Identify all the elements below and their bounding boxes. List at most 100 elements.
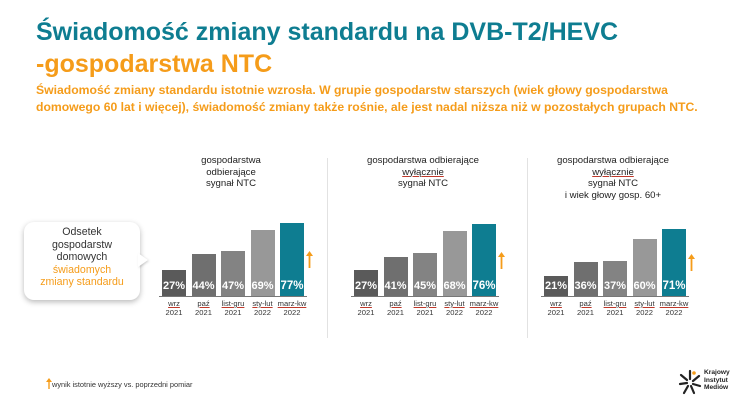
chart-title: gospodarstwa odbierające wyłącznie sygnał … xyxy=(533,155,693,201)
bar-value-label: 47% xyxy=(221,279,245,292)
bar-value-label: 37% xyxy=(603,279,627,292)
x-tick-year: 2022 xyxy=(254,308,271,317)
x-tick-period: paź xyxy=(389,299,402,308)
x-tick-period: list-gru xyxy=(413,299,437,308)
x-tick-label: sty-lut 2022 xyxy=(241,299,285,317)
chart-title-text: gospodarstwa odbierające xyxy=(366,155,479,166)
chart-baseline xyxy=(351,296,499,297)
bar: 68% xyxy=(442,231,467,296)
up-arrow-icon xyxy=(688,254,695,272)
logo-text: Krajowy Instytut Mediów xyxy=(704,369,730,392)
chart-title: gospodarstwa odbierające wyłącznie sygnał … xyxy=(343,155,503,190)
bar: 69% xyxy=(250,230,275,296)
bar-current: 71% xyxy=(662,228,686,296)
x-tick-period: wrz xyxy=(360,299,372,308)
x-tick-label: wrz 2021 xyxy=(344,299,388,317)
chart-title-line: odbierające xyxy=(151,167,311,179)
chart-title-text: sygnał NTC xyxy=(205,178,257,189)
bar-value-label: 76% xyxy=(472,279,496,292)
x-tick-year: 2021 xyxy=(165,308,183,317)
bar: 36% xyxy=(573,261,598,296)
up-arrow-icon xyxy=(498,251,505,269)
x-tick-year: 2021 xyxy=(195,308,212,317)
callout-line-highlight: zmiany standardu xyxy=(40,276,124,289)
chart-title-line: i wiek głowy gosp. 60+ xyxy=(533,190,693,202)
logo-text-line: Krajowy xyxy=(704,369,730,376)
callout-box: Odsetek gospodarstw domowych świadomych … xyxy=(24,222,140,300)
bar-value-label: 68% xyxy=(443,279,466,292)
x-tick-year: 2021 xyxy=(357,308,375,317)
bar: 37% xyxy=(603,260,627,296)
x-tick-label: marz-kw 2022 xyxy=(270,299,314,317)
bar: 41% xyxy=(383,257,408,296)
logo-text-line: Instytut xyxy=(704,376,728,384)
panel-divider xyxy=(527,158,528,338)
chart-title-text: gospodarstwa odbierające xyxy=(556,155,669,166)
x-tick-year: 2021 xyxy=(387,308,404,317)
bar-value-label: 71% xyxy=(662,279,686,292)
x-tick-period: marz-kw xyxy=(659,299,689,308)
chart-title-line: wyłącznie xyxy=(343,167,503,179)
bar-value-label: 41% xyxy=(384,279,407,292)
x-tick-period: marz-kw xyxy=(469,299,499,308)
bar: 45% xyxy=(413,253,437,296)
callout-line-highlight: świadomych xyxy=(52,263,112,276)
x-tick-year: 2022 xyxy=(446,308,463,317)
bar-value-label: 27% xyxy=(354,279,378,292)
x-tick-label: list-gru 2021 xyxy=(593,299,637,317)
chart-baseline xyxy=(541,296,689,297)
x-tick-period: list-gru xyxy=(603,299,627,308)
bar-value-label: 60% xyxy=(633,280,656,292)
logo-text-line: Mediów xyxy=(704,384,729,392)
page-title: Świadomość zmiany standardu na DVB-T2/HE… xyxy=(36,18,619,46)
callout-line: Odsetek xyxy=(62,226,102,238)
x-tick-year: 2022 xyxy=(283,308,301,317)
bar: 27% xyxy=(162,270,186,296)
bar-current: 77% xyxy=(280,222,304,296)
x-tick-period: wrz xyxy=(550,299,562,308)
x-tick-label: paź 2021 xyxy=(182,299,226,317)
chart-title-line: sygnał NTC xyxy=(533,178,693,190)
bar-value-label: 36% xyxy=(574,279,597,292)
x-tick-year: 2021 xyxy=(606,308,624,317)
x-tick-label: list-gru 2021 xyxy=(403,299,447,317)
chart-title-text: wyłącznie xyxy=(402,166,444,178)
chart-title-line: gospodarstwa odbierające xyxy=(343,155,503,167)
bar-value-label: 45% xyxy=(413,280,437,292)
chart-title-text: wyłącznie xyxy=(592,166,634,178)
x-tick-label: list-gru 2021 xyxy=(211,299,255,317)
panel-divider xyxy=(327,158,328,338)
x-tick-period: sty-lut xyxy=(252,299,273,308)
bar-value-label: 69% xyxy=(251,279,274,292)
up-arrow-icon xyxy=(306,251,313,269)
bar-value-label: 21% xyxy=(544,279,568,292)
bar: 47% xyxy=(221,251,245,296)
bar-value-label: 27% xyxy=(162,279,186,292)
bar: 21% xyxy=(544,276,568,296)
chart-title: gospodarstwa odbierające sygnał NTC xyxy=(151,155,311,190)
x-tick-period: paź xyxy=(197,299,210,308)
page-title-secondary: -gospodarstwa NTC xyxy=(36,50,273,78)
x-tick-year: 2022 xyxy=(665,308,683,317)
chart-baseline xyxy=(159,296,307,297)
x-tick-period: sty-lut xyxy=(444,299,465,308)
x-tick-label: sty-lut 2022 xyxy=(623,299,667,317)
legend-text: wynik istotnie wyższy vs. poprzedni pomi… xyxy=(52,380,193,389)
chart-title-line: gospodarstwa xyxy=(151,155,311,167)
x-tick-period: marz-kw xyxy=(277,299,307,308)
x-tick-year: 2021 xyxy=(547,308,565,317)
x-tick-year: 2021 xyxy=(224,308,242,317)
up-arrow-icon xyxy=(46,378,52,389)
chart-title-line: wyłącznie xyxy=(533,167,693,179)
callout-line: domowych xyxy=(56,251,108,264)
bar: 60% xyxy=(632,239,657,296)
x-tick-year: 2021 xyxy=(577,308,594,317)
chart-title-text: odbierające xyxy=(206,166,256,178)
x-tick-period: list-gru xyxy=(221,299,245,308)
chart-title-text: sygnał NTC xyxy=(397,178,449,189)
callout-line: gospodarstw xyxy=(51,238,113,251)
x-tick-label: sty-lut 2022 xyxy=(433,299,477,317)
x-tick-label: paź 2021 xyxy=(564,299,608,317)
x-tick-year: 2022 xyxy=(636,308,653,317)
chart-title-line: gospodarstwa odbierające xyxy=(533,155,693,167)
